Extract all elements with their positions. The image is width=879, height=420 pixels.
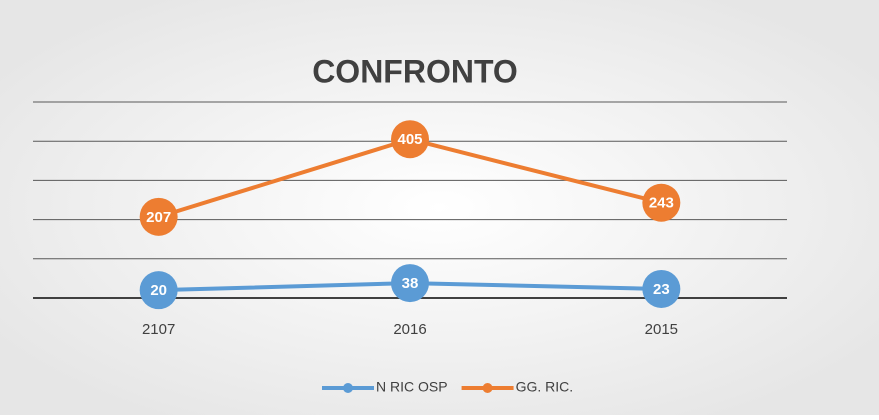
legend-label: N RIC OSP: [376, 379, 448, 395]
legend-marker: [343, 383, 353, 393]
data-point: [391, 264, 429, 303]
data-point: [139, 271, 178, 310]
x-tick-label: 2016: [393, 321, 426, 338]
data-label: 20: [150, 282, 167, 299]
data-label: 23: [653, 281, 670, 298]
legend-marker: [482, 383, 493, 393]
legend-label: GG. RIC.: [516, 379, 574, 395]
data-point: [642, 183, 681, 222]
data-label: 207: [146, 209, 171, 226]
data-point: [391, 120, 429, 159]
data-label: 243: [649, 195, 674, 212]
chart-title: CONFRONTO: [312, 53, 518, 89]
data-point: [139, 197, 178, 236]
x-tick-label: 2015: [645, 321, 678, 338]
data-point: [642, 269, 681, 308]
x-tick-label: 2107: [142, 321, 175, 338]
data-label: 405: [397, 131, 422, 148]
data-label: 38: [402, 275, 419, 292]
